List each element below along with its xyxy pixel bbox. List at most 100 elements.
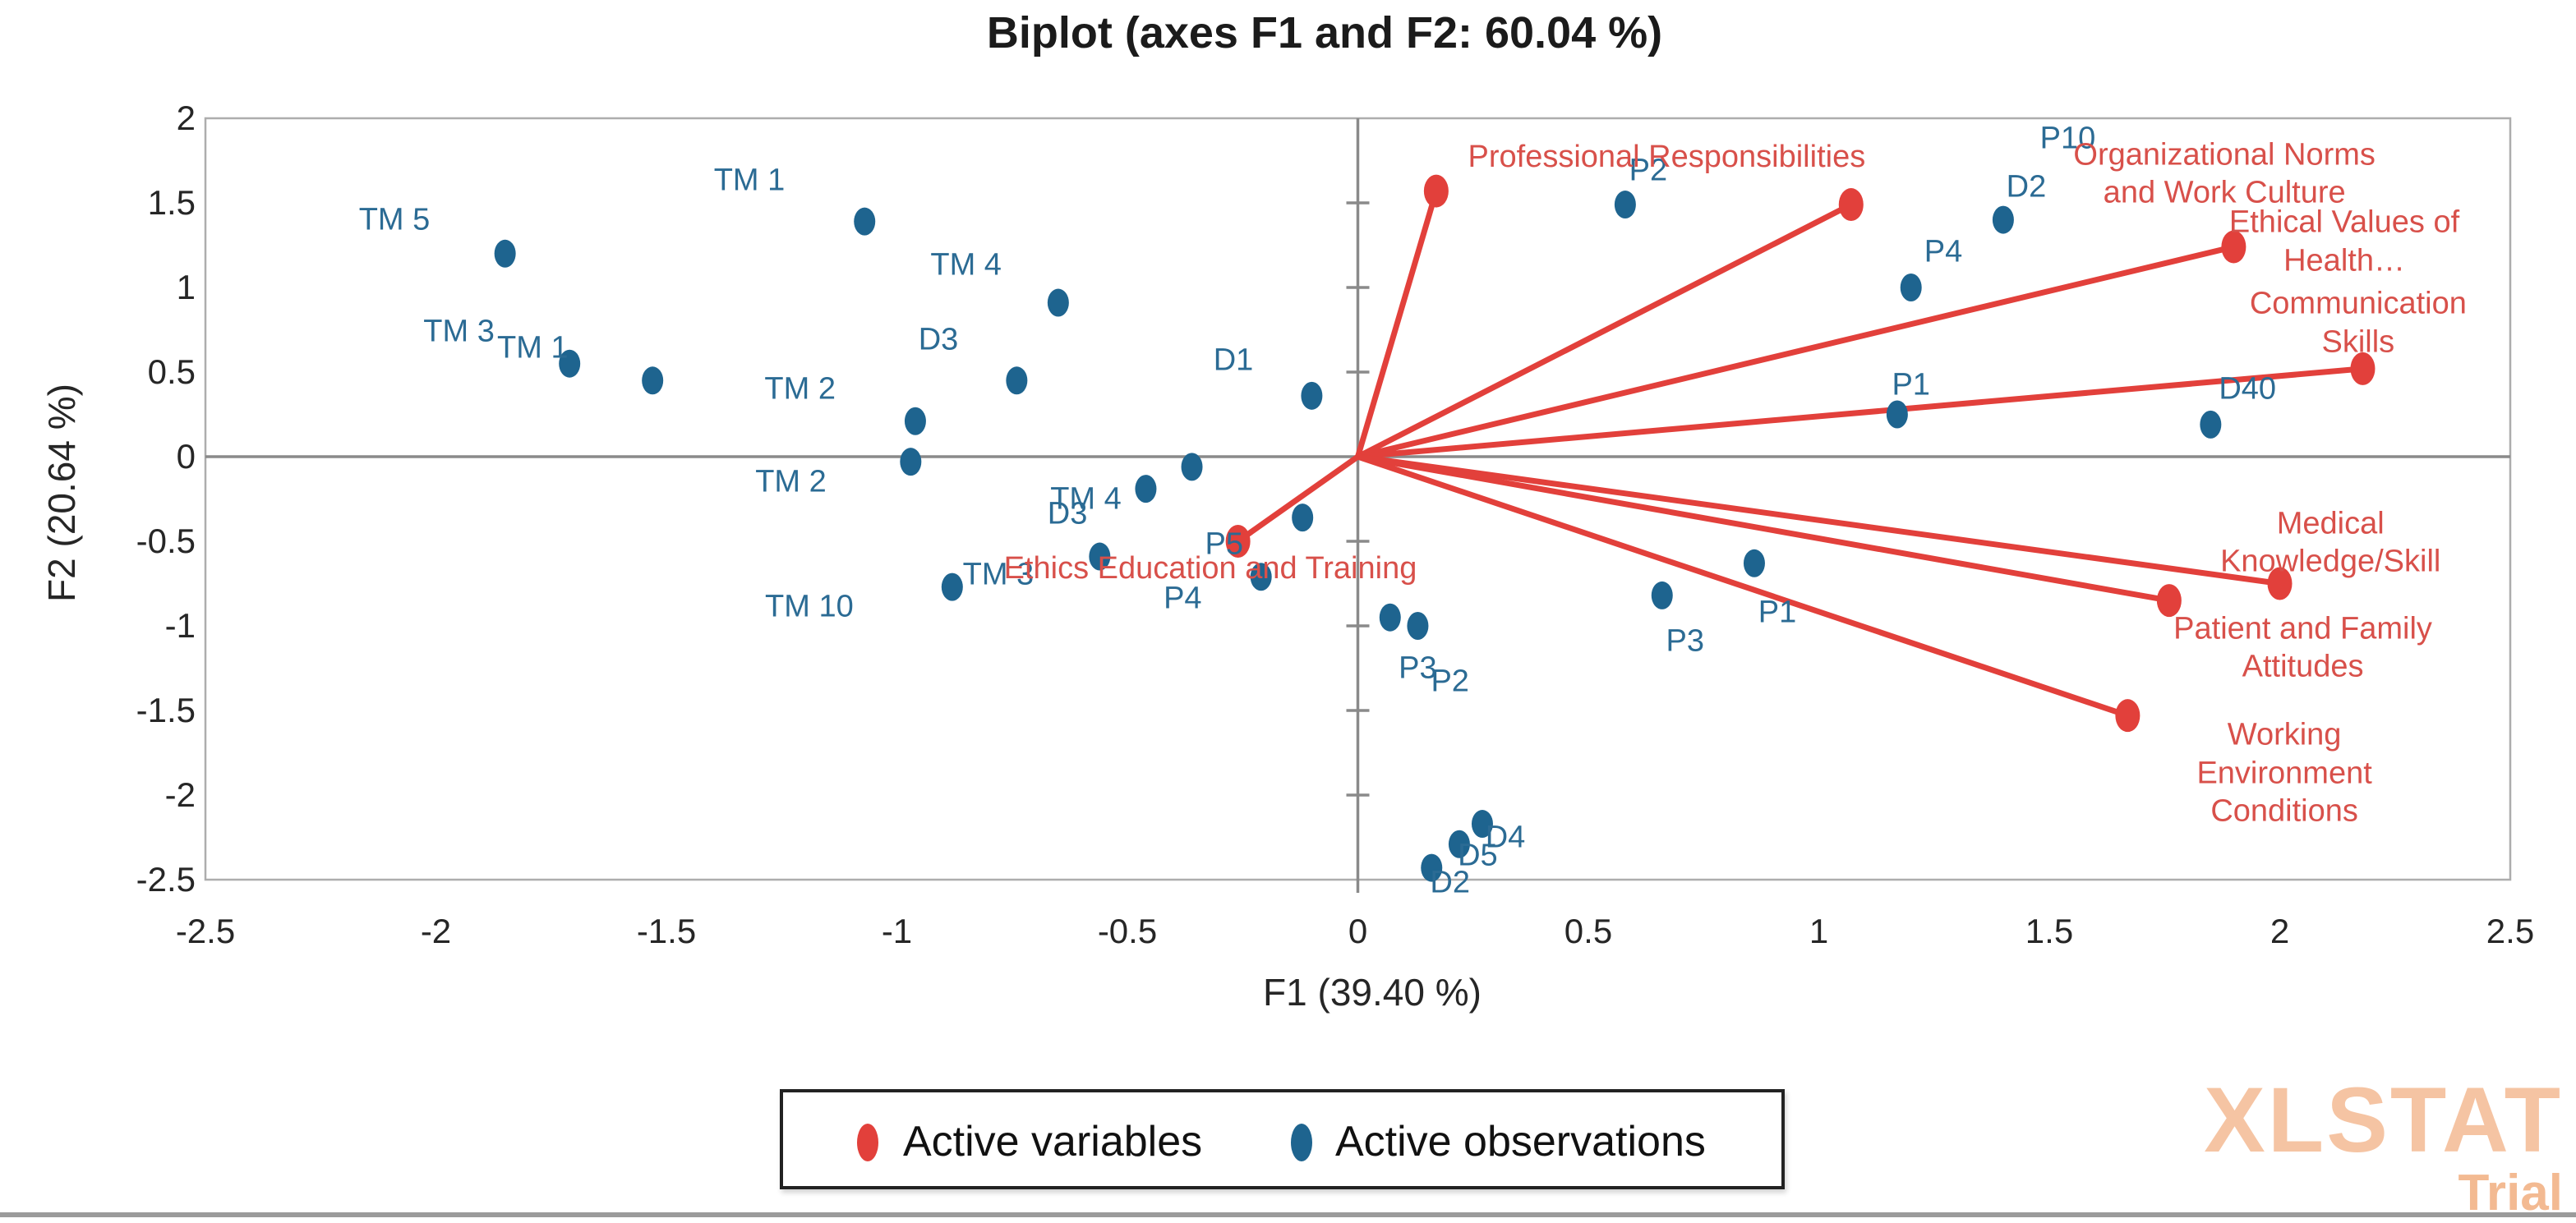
y-tick-label: 0.5 xyxy=(147,352,196,391)
variable-vector xyxy=(1357,453,2129,719)
y-tick-label: 1 xyxy=(176,268,196,306)
observation-label: P4 xyxy=(1924,234,1963,269)
y-tick-label: -1.5 xyxy=(136,691,196,729)
observation-point xyxy=(1448,830,1470,858)
variable-point xyxy=(1423,174,1449,208)
observation-label: P3 xyxy=(1399,651,1437,685)
observation-point xyxy=(1292,503,1314,532)
observation-label: TM 2 xyxy=(764,371,836,407)
x-tick-label: -1.5 xyxy=(636,912,697,950)
variable-label: Medical Knowledge/Skill xyxy=(2220,506,2441,580)
observation-label: TM 3 xyxy=(423,314,495,349)
observation-point xyxy=(1421,853,1443,882)
observation-label: P2 xyxy=(1629,153,1668,188)
observation-point xyxy=(904,407,926,435)
observation-label: D3 xyxy=(1047,496,1088,531)
x-axis-title: F1 (39.40 %) xyxy=(1263,971,1482,1014)
observation-label: TM 1 xyxy=(713,163,786,198)
x-tick-label: -2.5 xyxy=(175,912,236,950)
observation-point xyxy=(1181,453,1203,481)
observation-label: P2 xyxy=(1431,664,1469,699)
variable-point xyxy=(2115,699,2141,733)
x-tick-label: 1 xyxy=(1809,912,1829,950)
variable-point xyxy=(2156,584,2182,618)
observation-point xyxy=(1651,581,1673,609)
variable-label: Patient and Family Attitudes xyxy=(2173,611,2432,684)
observation-point xyxy=(1886,400,1908,429)
x-tick-label: 0 xyxy=(1348,912,1368,950)
observation-point xyxy=(1900,274,1922,301)
x-tick-label: -1 xyxy=(881,912,913,950)
variable-vector xyxy=(1356,201,1853,460)
observation-label: TM 10 xyxy=(765,589,854,624)
variable-point xyxy=(2267,567,2293,600)
observation-point xyxy=(1047,288,1069,317)
variable-point xyxy=(2350,352,2376,385)
observation-label: P3 xyxy=(1666,623,1705,659)
observation-label: D40 xyxy=(2219,371,2277,407)
observation-label: TM 4 xyxy=(1050,481,1122,516)
active-variables-legend-label: Active variables xyxy=(903,1118,1203,1166)
observation-point xyxy=(494,239,516,268)
legend: Active variables Active observations xyxy=(780,1089,1785,1189)
variable-label: Ethical Values of Health… xyxy=(2228,205,2460,278)
variable-vector xyxy=(1357,244,2235,460)
observation-point xyxy=(1614,191,1636,219)
active-observations-legend-label: Active observations xyxy=(1335,1118,1706,1166)
variable-vector xyxy=(1357,366,2363,460)
y-tick-label: -2 xyxy=(164,775,196,814)
observation-label: TM 1 xyxy=(497,330,569,366)
observation-point xyxy=(854,207,876,236)
observation-point xyxy=(1135,475,1157,503)
observation-label: D1 xyxy=(1213,343,1254,378)
observation-point xyxy=(1743,549,1765,577)
x-tick-label: 0.5 xyxy=(1564,912,1613,950)
observation-label: D4 xyxy=(1485,820,1526,854)
observation-point xyxy=(1089,542,1111,571)
observation-point xyxy=(642,366,664,395)
variable-point xyxy=(1838,188,1864,222)
observation-label: TM 4 xyxy=(930,247,1002,283)
observation-point xyxy=(1301,381,1323,410)
variable-label: Professional Responsibilities xyxy=(1468,140,1866,175)
xlstat-logo-text: XLSTAT xyxy=(2204,1069,2563,1171)
y-tick-label: 0 xyxy=(176,437,196,476)
observation-point xyxy=(1407,612,1429,640)
observation-label: D5 xyxy=(1458,838,1498,873)
variable-point xyxy=(2221,230,2247,264)
x-tick-label: -2 xyxy=(420,912,452,950)
variable-label: Communication Skills xyxy=(2249,286,2467,360)
observation-label: P5 xyxy=(1205,526,1244,562)
observation-label: P4 xyxy=(1164,581,1202,616)
observation-point xyxy=(1471,810,1493,839)
xlstat-watermark: XLSTAT Trial xyxy=(2204,1074,2563,1219)
observation-point xyxy=(1992,205,2014,234)
variable-label: Ethics Education and Training xyxy=(1003,550,1417,586)
y-tick-label: 1.5 xyxy=(147,183,196,222)
y-tick-label: -1 xyxy=(164,606,196,645)
xlstat-trial-text: Trial xyxy=(2458,1165,2563,1221)
x-tick-label: 1.5 xyxy=(2025,912,2074,950)
y-tick-label: -0.5 xyxy=(136,522,196,560)
observation-label: P1 xyxy=(1758,595,1797,630)
variable-label: Organizational Norms and Work Culture xyxy=(2073,137,2376,210)
observation-point xyxy=(559,349,581,378)
variable-vector xyxy=(1357,453,2170,604)
variable-vector xyxy=(1236,454,1360,544)
observation-point xyxy=(1250,563,1272,591)
x-tick-label: 2.5 xyxy=(2486,912,2535,950)
observation-point xyxy=(900,448,922,476)
y-tick-label: -2.5 xyxy=(136,860,196,899)
variable-label: Working Environment Conditions xyxy=(2196,717,2372,829)
observation-label: D3 xyxy=(918,322,959,357)
observation-label: TM 5 xyxy=(358,202,431,237)
chart-title: Biplot (axes F1 and F2: 60.04 %) xyxy=(986,8,1663,57)
observation-label: D2 xyxy=(1430,865,1470,900)
observation-point xyxy=(2200,410,2222,439)
variable-vector xyxy=(1355,190,1440,457)
x-tick-label: -0.5 xyxy=(1097,912,1158,950)
variable-vector xyxy=(1357,453,2280,586)
